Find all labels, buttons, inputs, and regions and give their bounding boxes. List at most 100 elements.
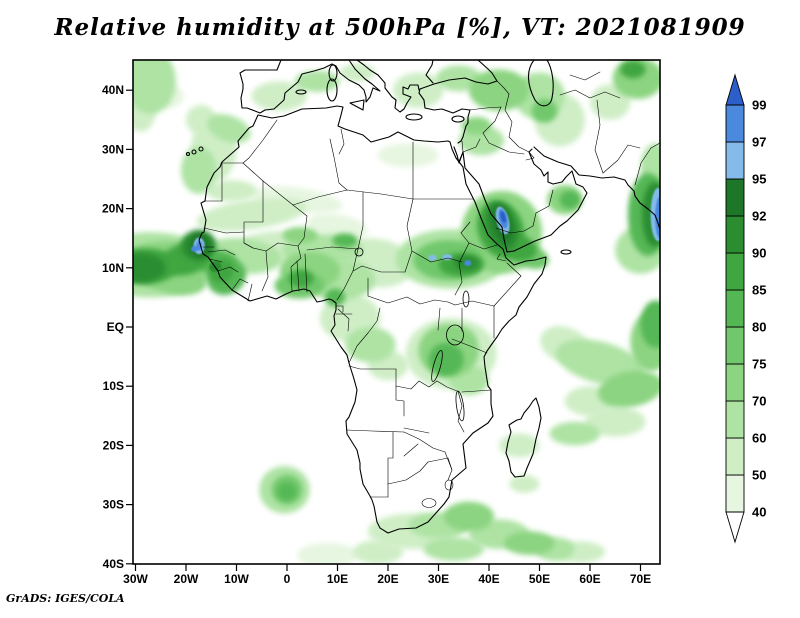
humidity-region <box>133 60 176 114</box>
coastlines <box>185 60 660 534</box>
humidity-region <box>549 421 601 446</box>
humidity-region <box>377 143 439 168</box>
africa-coastline <box>198 105 547 534</box>
plot-frame <box>132 59 661 565</box>
y-axis-tick-label: 20S <box>103 438 124 452</box>
humidity-region <box>468 69 530 111</box>
y-axis-tick-label: 20N <box>102 202 124 216</box>
x-axis-tick-label: 60E <box>579 572 600 586</box>
humidity-region <box>640 300 660 348</box>
x-axis-tick-label: 40E <box>478 572 499 586</box>
colorbar-label: 50 <box>752 468 766 483</box>
lake-turkana <box>462 290 470 308</box>
x-axis-tick-label: 30E <box>428 572 449 586</box>
colorbar-segment <box>725 289 745 328</box>
canary-island <box>185 151 191 157</box>
humidity-region <box>428 342 464 377</box>
humidity-region <box>428 254 437 261</box>
humidity-region <box>294 70 341 92</box>
colorbar-label: 60 <box>752 431 766 446</box>
humidity-region <box>307 213 368 240</box>
sardinia-island <box>326 78 338 102</box>
colorbar-bottom-cap <box>725 511 745 544</box>
colorbar-label: 97 <box>752 135 766 150</box>
humidity-region <box>393 72 444 108</box>
humidity-region <box>500 211 507 223</box>
x-axis-tick-label: 10W <box>224 572 249 586</box>
y-axis-tick-label: 30N <box>102 142 124 156</box>
humidity-region <box>191 245 199 252</box>
humidity-region <box>297 543 358 564</box>
colorbar-label: 70 <box>752 394 766 409</box>
x-axis-tick-label: 30W <box>123 572 148 586</box>
y-axis-tick-label: 10N <box>102 261 124 275</box>
humidity-region <box>461 116 492 135</box>
colorbar-label: 40 <box>752 505 766 520</box>
humidity-region <box>620 60 646 79</box>
colorbar-label: 95 <box>752 172 766 187</box>
canary-island <box>198 146 204 152</box>
country-borders <box>202 71 660 508</box>
sicily-island <box>349 99 365 111</box>
caspian-sea-coastline <box>527 60 554 107</box>
crete-island <box>405 113 423 121</box>
cyprus-island <box>451 115 465 123</box>
humidity-region <box>559 190 580 209</box>
humidity-region <box>133 253 166 283</box>
lake-victoria <box>446 324 464 346</box>
x-axis-tick-label: 0 <box>284 572 291 586</box>
humidity-region <box>324 288 346 307</box>
humidity-region <box>207 114 251 144</box>
lake-tanganyika <box>431 350 443 382</box>
balkans-greece-coastline <box>356 60 420 113</box>
lakes <box>354 247 470 422</box>
iran-india-coastline <box>533 146 660 231</box>
colorbar-segment <box>725 363 745 402</box>
colorbar-segment <box>725 178 745 217</box>
colorbar-label: 92 <box>752 209 766 224</box>
colorbar-segment <box>725 326 745 365</box>
colorbar-segment <box>725 474 745 513</box>
humidity-region <box>206 180 257 202</box>
x-axis-tick-label: 20E <box>377 572 398 586</box>
humidity-region <box>251 81 308 111</box>
humidity-region <box>509 475 540 493</box>
lake-malawi <box>455 390 465 422</box>
coastlines-and-borders <box>185 60 660 534</box>
colorbar-segment <box>725 400 745 439</box>
humidity-region <box>277 482 297 501</box>
humidity-region <box>443 501 495 532</box>
x-axis-tick-label: 50E <box>529 572 550 586</box>
credit-text: GrADS: IGES/COLA <box>6 592 125 605</box>
colorbar-label: 80 <box>752 320 766 335</box>
x-axis-tick-label: 10E <box>327 572 348 586</box>
humidity-region <box>332 233 358 248</box>
arabia-coastline <box>453 146 588 253</box>
madagascar-coastline <box>505 397 542 478</box>
socotra-island <box>560 249 572 255</box>
y-axis-tick-label: EQ <box>107 320 124 334</box>
humidity-shading <box>133 60 660 564</box>
balearic-island <box>295 89 307 95</box>
humidity-region <box>288 269 314 288</box>
colorbar-segment <box>725 104 745 143</box>
x-axis-tick-label: 20W <box>174 572 199 586</box>
x-axis-tick-label: 70E <box>630 572 651 586</box>
humidity-region <box>352 540 404 564</box>
colorbar-segment <box>725 437 745 476</box>
humidity-region <box>655 196 660 239</box>
colorbar-segment <box>725 215 745 254</box>
canary-island <box>191 149 197 155</box>
y-axis-tick-label: 10S <box>103 379 124 393</box>
west-black-sea-coastline <box>425 60 434 84</box>
eswatini-border <box>444 479 454 491</box>
humidity-region <box>180 146 217 194</box>
y-axis-tick-label: 40N <box>102 83 124 97</box>
humidity-region <box>423 537 484 561</box>
humidity-region <box>345 327 396 363</box>
colorbar-segment <box>725 252 745 291</box>
iberia-italy-coastline <box>239 60 381 114</box>
